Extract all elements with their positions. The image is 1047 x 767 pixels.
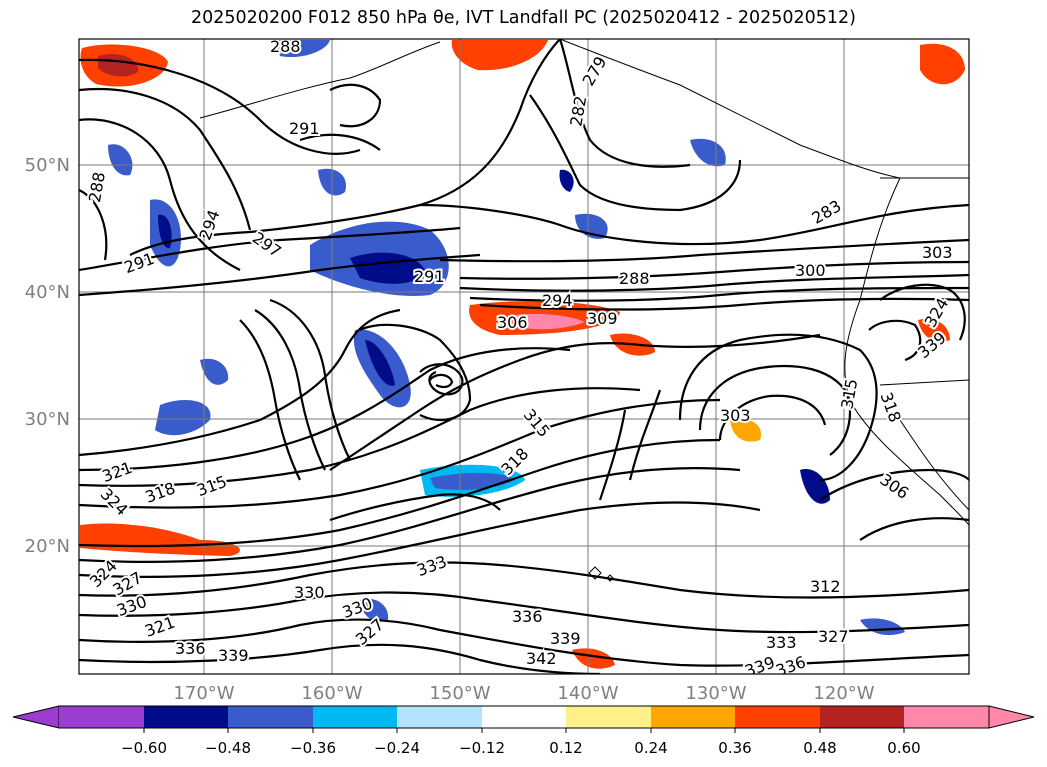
shade-orange-ne-2 — [918, 318, 950, 342]
shade-blue-s — [360, 598, 389, 622]
shade-orange-east — [730, 418, 761, 442]
shade-blue-left-2 — [108, 144, 133, 176]
coastlines — [199, 39, 969, 582]
shade-blue-se — [860, 618, 905, 636]
lon-label: 120°W — [813, 683, 874, 704]
contour-label: 300 — [795, 261, 826, 280]
hawaii-2 — [606, 574, 614, 582]
colorbar-tick-label: −0.36 — [290, 739, 336, 757]
shade-orange-se — [572, 648, 615, 669]
contour-label: 336 — [175, 639, 206, 658]
contour-label: 309 — [587, 309, 618, 328]
contour-label: 342 — [526, 649, 557, 668]
colorbar-tick-label: −0.12 — [459, 739, 505, 757]
lat-label: 30°N — [25, 409, 70, 430]
colorbar-swatch — [482, 706, 566, 728]
longitude-labels: 170°W 160°W 150°W 140°W 130°W 120°W — [173, 683, 874, 704]
colorbar-tick-label: 0.48 — [803, 739, 836, 757]
colorbar-tick-label: −0.48 — [205, 739, 251, 757]
contour-label: 339 — [218, 646, 249, 665]
lat-label: 20°N — [25, 536, 70, 557]
hawaii-1 — [588, 566, 602, 580]
colorbar-extend-right — [988, 705, 1035, 729]
colorbar-swatch — [313, 706, 397, 728]
shade-pink-jet — [515, 313, 585, 330]
colorbar-swatch — [59, 706, 144, 728]
gridlines — [79, 39, 969, 674]
lon-label: 140°W — [557, 683, 618, 704]
colorbar-tick-label: 0.24 — [634, 739, 667, 757]
colorbar-swatch — [566, 706, 651, 728]
contour-label: 336 — [512, 607, 543, 626]
shade-navy-vortex — [365, 340, 395, 386]
colorbar-swatch — [735, 706, 820, 728]
border-us-mexico — [879, 379, 969, 386]
colorbar-tick-label: 0.60 — [887, 739, 920, 757]
contour-label: 291 — [414, 267, 445, 286]
shade-navy-mid — [559, 169, 574, 192]
lon-label: 130°W — [685, 683, 746, 704]
contour-label: 330 — [294, 583, 325, 602]
colorbar-tick-label: 0.12 — [549, 739, 582, 757]
coastline-westcoast — [844, 177, 969, 526]
shade-blue-ne — [690, 138, 726, 167]
lat-label: 50°N — [25, 155, 70, 176]
colorbar-tick-label: 0.36 — [718, 739, 751, 757]
contour-label: 288 — [619, 269, 650, 288]
shaded-anomaly-regions — [80, 40, 965, 669]
colorbar-tick-label: −0.60 — [121, 739, 167, 757]
contour-label: 312 — [810, 577, 841, 596]
shade-navy-east — [800, 469, 830, 504]
contour-label: 303 — [922, 243, 953, 262]
shade-blue-top — [276, 40, 330, 58]
latitude-labels: 50°N 40°N 30°N 20°N — [25, 155, 70, 557]
coastline-mexico — [899, 419, 969, 511]
colorbar: −0.60 −0.48 −0.36 −0.24 −0.12 0.12 0.24 … — [12, 705, 1035, 757]
contour-label: 288 — [270, 37, 301, 56]
colorbar-extend-left — [12, 705, 60, 729]
lat-label: 40°N — [25, 282, 70, 303]
contour-label: 303 — [720, 406, 751, 425]
map-panel: 288 279 282 291 288 297 291 294 291 288 … — [79, 37, 969, 674]
contour-label: 330 — [114, 592, 149, 620]
map-title: 2025020200 F012 850 hPa θe, IVT Landfall… — [191, 8, 856, 28]
contour-label: 306 — [497, 313, 528, 332]
colorbar-swatch — [820, 706, 904, 728]
colorbar-swatch — [904, 706, 989, 728]
colorbar-swatch — [651, 706, 735, 728]
colorbar-outline — [59, 705, 989, 729]
contour-label: 333 — [766, 633, 797, 652]
shade-orange-top — [451, 40, 548, 71]
contour-label: 294 — [542, 291, 573, 310]
shade-blue-sw — [155, 400, 211, 436]
colorbar-swatch — [397, 706, 482, 728]
shade-navy-left-1 — [158, 214, 172, 249]
contour-label: 291 — [289, 119, 320, 138]
shade-orange-ne — [920, 43, 965, 85]
contour-label: 288 — [85, 170, 109, 203]
contour-label: 327 — [818, 627, 849, 646]
lon-label: 170°W — [173, 683, 234, 704]
lon-label: 160°W — [301, 683, 362, 704]
map-frame — [78, 38, 970, 675]
colorbar-swatch — [228, 706, 313, 728]
shade-blue-left-3 — [200, 358, 229, 385]
theta-e-contours — [79, 39, 969, 674]
lon-label: 150°W — [429, 683, 490, 704]
shade-orange-sw — [80, 523, 240, 556]
coastline-gulf-of-alaska — [559, 39, 969, 179]
colorbar-tick-label: −0.24 — [374, 739, 420, 757]
coastline-alaska — [199, 41, 441, 119]
colorbar-swatch — [144, 706, 228, 728]
contour-label: 339 — [550, 629, 581, 648]
